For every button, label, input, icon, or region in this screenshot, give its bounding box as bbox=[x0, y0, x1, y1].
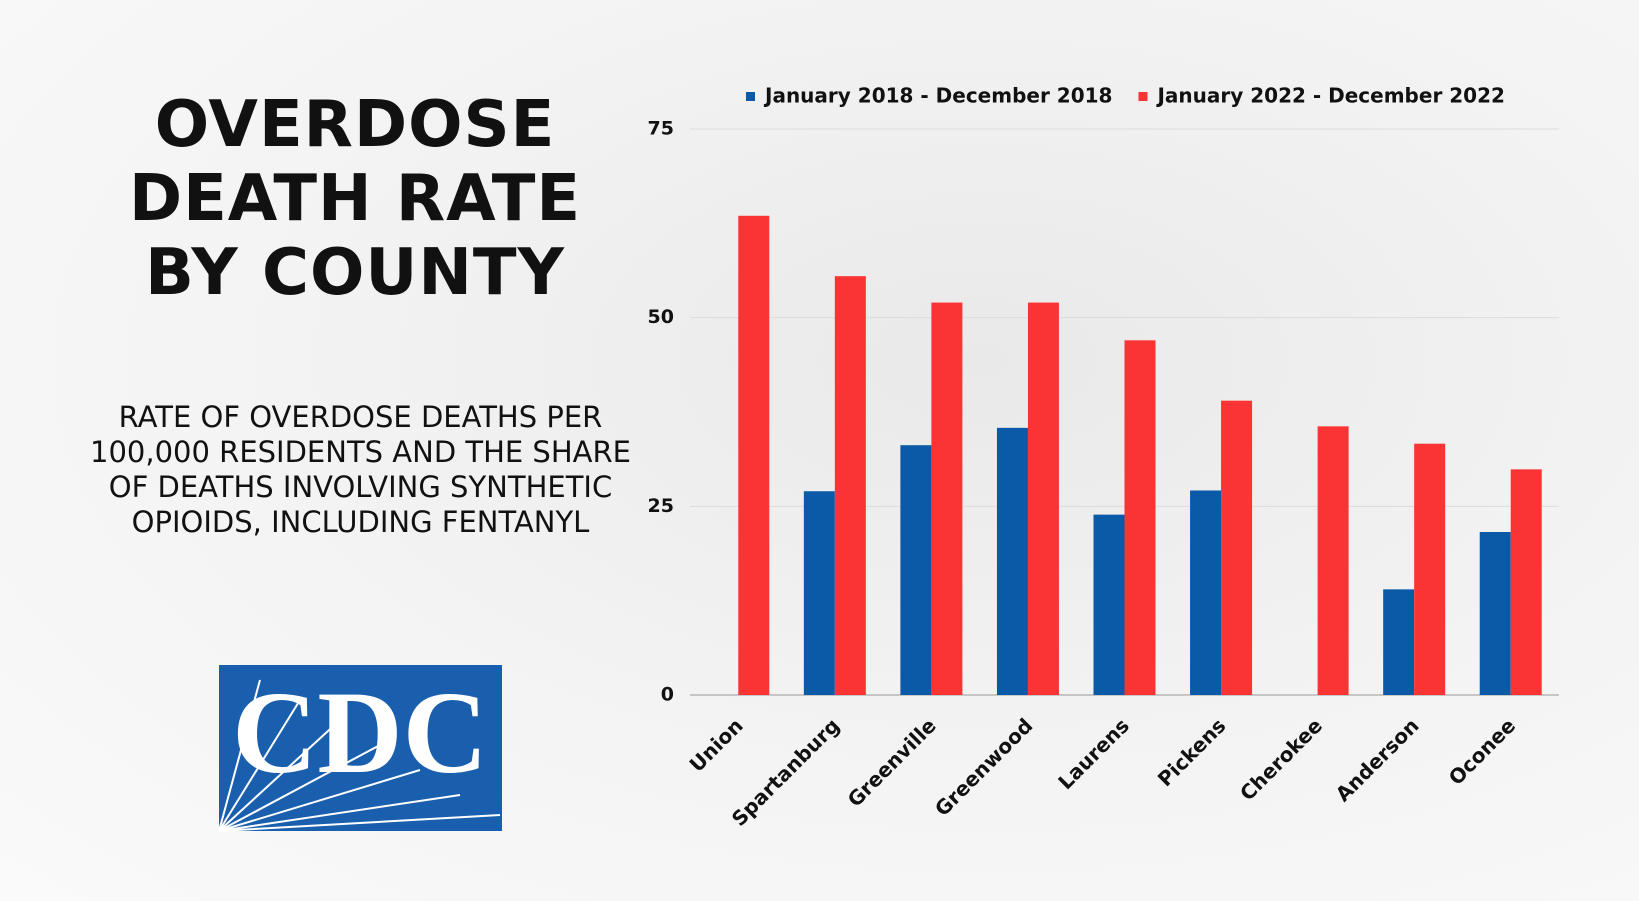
bar bbox=[1414, 443, 1446, 695]
logo-rays bbox=[218, 679, 501, 832]
logo-background bbox=[219, 665, 502, 831]
bar bbox=[931, 302, 963, 695]
x-tick-label: Greenville bbox=[843, 713, 941, 811]
legend-label: January 2022 - December 2022 bbox=[1155, 84, 1504, 108]
bar bbox=[1093, 514, 1125, 695]
y-tick-label: 50 bbox=[648, 306, 674, 328]
legend-label: January 2018 - December 2018 bbox=[763, 84, 1112, 108]
bar bbox=[1510, 469, 1542, 695]
x-tick-label: Union bbox=[685, 713, 748, 776]
legend-swatch bbox=[746, 92, 755, 101]
x-tick-label: Greenwood bbox=[930, 713, 1037, 820]
y-tick-label: 75 bbox=[648, 118, 674, 140]
x-tick-label: Laurens bbox=[1053, 713, 1134, 794]
x-tick-label: Oconee bbox=[1444, 713, 1520, 789]
chart-title: OVERDOSE DEATH RATE BY COUNTY bbox=[128, 88, 582, 310]
y-tick-label: 0 bbox=[661, 684, 674, 706]
bar bbox=[1027, 302, 1059, 695]
bar bbox=[1124, 340, 1156, 695]
y-tick-label: 25 bbox=[648, 495, 674, 517]
bar bbox=[1383, 589, 1415, 695]
bar bbox=[900, 445, 932, 695]
cdc-logo: CDC bbox=[218, 665, 502, 832]
x-tick-label: Cherokee bbox=[1235, 713, 1327, 805]
x-tick-label: Anderson bbox=[1331, 713, 1424, 806]
bar bbox=[834, 276, 866, 695]
bar bbox=[1221, 400, 1253, 695]
bar bbox=[1190, 490, 1222, 695]
bar bbox=[1479, 531, 1511, 695]
bar bbox=[996, 427, 1028, 695]
x-tick-label: Pickens bbox=[1153, 713, 1231, 791]
bar bbox=[738, 215, 770, 695]
bar bbox=[1317, 426, 1349, 695]
chart-subtitle: RATE OF OVERDOSE DEATHS PER 100,000 RESI… bbox=[90, 400, 631, 539]
bar bbox=[803, 491, 835, 695]
logo-text: CDC bbox=[232, 667, 488, 798]
legend-swatch bbox=[1138, 92, 1148, 101]
